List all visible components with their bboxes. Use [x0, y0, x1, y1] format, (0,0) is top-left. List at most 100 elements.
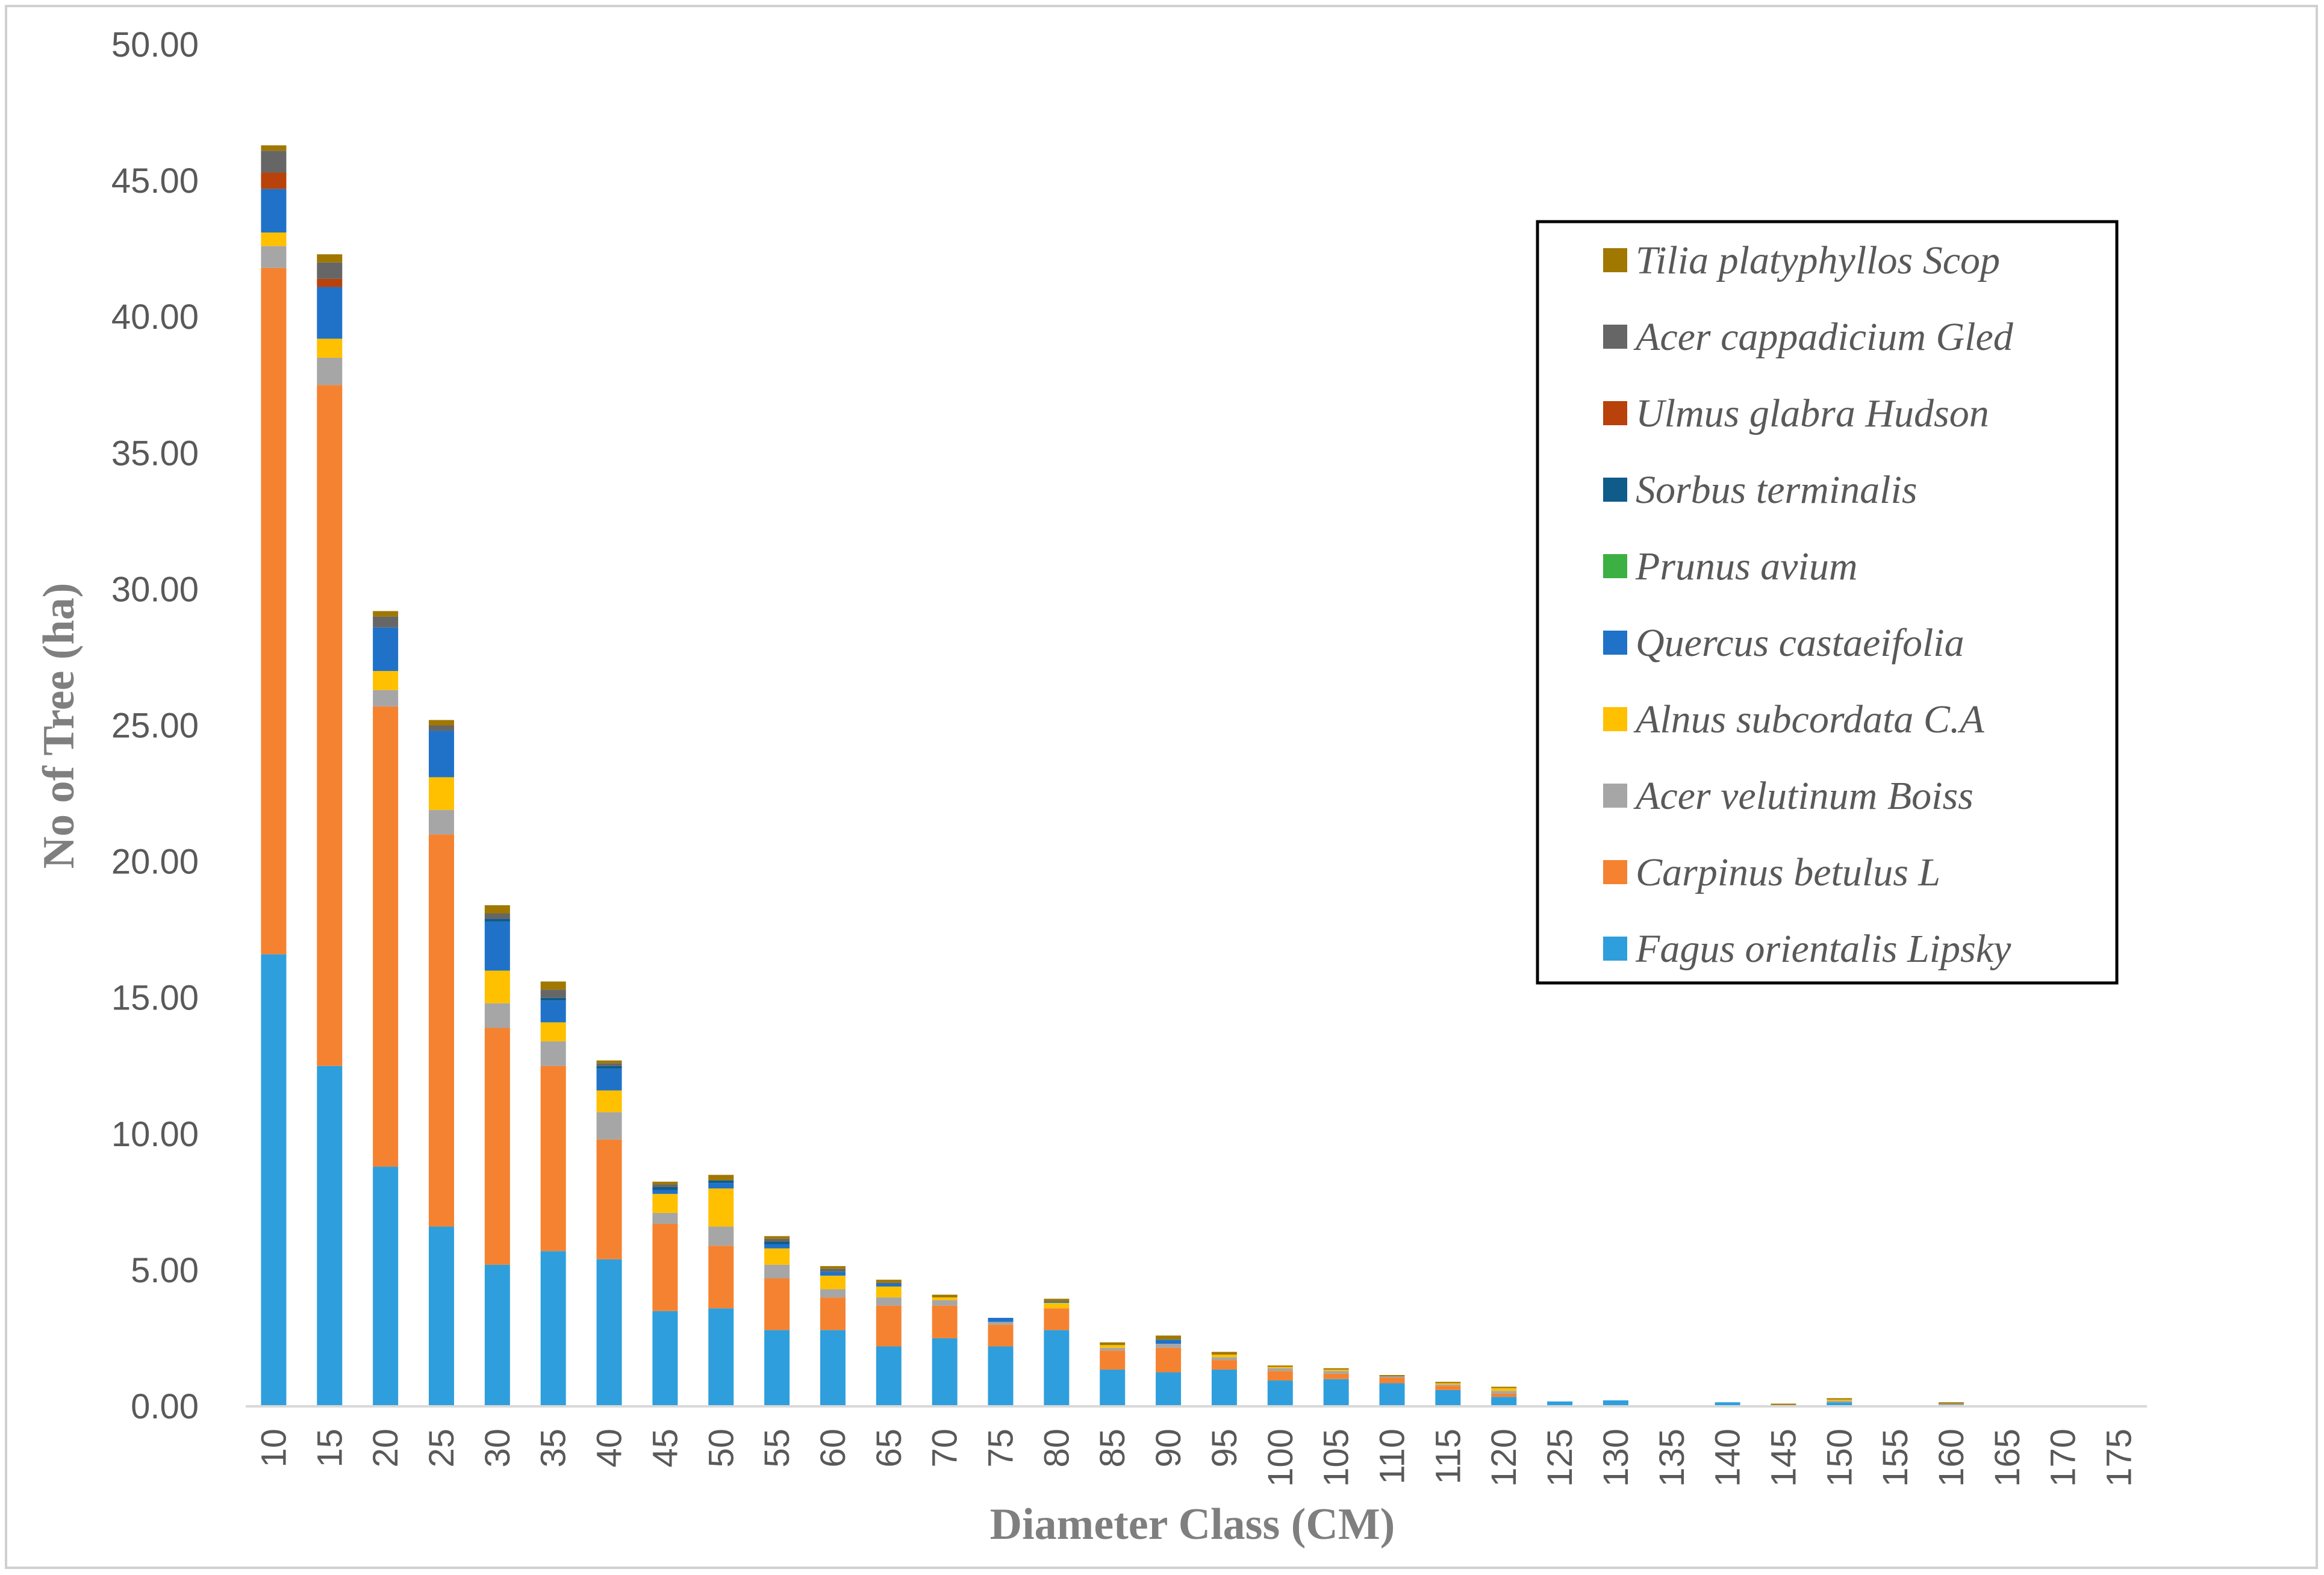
bar-segment: [1827, 1400, 1852, 1403]
x-tick-label: 40: [590, 1429, 629, 1468]
bar-segment: [1323, 1373, 1349, 1379]
bar-segment: [988, 1321, 1014, 1325]
bar-segment: [988, 1346, 1014, 1406]
bar-segment: [764, 1248, 790, 1265]
bar-segment: [428, 834, 454, 1227]
bar-segment: [1827, 1402, 1852, 1406]
bar-segment: [540, 981, 566, 990]
y-tick-label: 25.00: [111, 706, 199, 746]
x-tick-label: 25: [422, 1429, 461, 1468]
bar-segment: [596, 1139, 622, 1259]
bar-segment: [820, 1330, 846, 1406]
bar-segment: [261, 189, 287, 233]
x-tick-label: 175: [2100, 1429, 2139, 1487]
x-tick-label: 125: [1541, 1429, 1580, 1487]
bar-segment: [820, 1268, 846, 1272]
bar-segment: [373, 671, 399, 690]
bar-segment: [932, 1338, 958, 1406]
bar-segment: [1771, 1403, 1796, 1405]
legend-label: Ulmus glabra Hudson: [1636, 391, 1989, 435]
x-tick-label: 15: [310, 1429, 349, 1468]
bar-segment: [261, 246, 287, 268]
bar-segment: [484, 922, 510, 971]
legend-swatch: [1603, 325, 1627, 349]
bars-layer: [261, 145, 1964, 1406]
bar-segment: [1100, 1350, 1126, 1370]
bar-segment: [1267, 1367, 1293, 1368]
bar-segment: [708, 1174, 734, 1180]
bar-segment: [428, 725, 454, 731]
bar-segment: [317, 254, 343, 263]
x-tick-label: 30: [478, 1429, 517, 1468]
bar-segment: [932, 1300, 958, 1306]
bar-segment: [1100, 1342, 1126, 1346]
bar-segment: [820, 1266, 846, 1269]
legend: Tilia platyphyllos Scop Acer cappadicium …: [1536, 220, 2119, 985]
bar-segment: [373, 1167, 399, 1406]
y-tick-layer: 0.00 5.00 10.00 15.00 20.00 25.00 30.00 35.00 40…: [111, 25, 199, 1426]
bar-segment: [876, 1283, 902, 1287]
bar-segment: [1379, 1383, 1405, 1406]
legend-swatch: [1603, 937, 1627, 961]
bar-segment: [652, 1184, 678, 1187]
bar-segment: [1715, 1402, 1740, 1406]
bar-segment: [1323, 1371, 1349, 1374]
bar-segment: [652, 1181, 678, 1185]
bar-segment: [1435, 1389, 1461, 1406]
x-tick-label: 140: [1709, 1429, 1748, 1487]
x-tick-label: 160: [1932, 1429, 1971, 1487]
bar-segment: [1211, 1352, 1237, 1355]
x-tick-label: 80: [1037, 1429, 1076, 1468]
bar-segment: [820, 1289, 846, 1298]
x-tick-label: 105: [1317, 1429, 1356, 1487]
legend-swatch: [1603, 707, 1627, 731]
bar-segment: [484, 913, 510, 919]
bar-segment: [540, 1041, 566, 1066]
x-tick-label: 10: [254, 1429, 293, 1468]
bar-segment: [1267, 1368, 1293, 1371]
x-tick-label: 130: [1597, 1429, 1636, 1487]
legend-label: Acer cappadicium Gled: [1633, 315, 2014, 359]
bar-segment: [876, 1279, 902, 1283]
x-tick-label: 165: [1988, 1429, 2027, 1487]
y-tick-label: 50.00: [111, 25, 199, 64]
bar-segment: [1491, 1388, 1517, 1391]
bar-segment: [1491, 1391, 1517, 1394]
bar-segment: [1491, 1393, 1517, 1397]
bar-segment: [1267, 1380, 1293, 1406]
x-tick-label: 65: [870, 1429, 909, 1468]
bar-segment: [261, 232, 287, 246]
bar-segment: [876, 1282, 902, 1284]
bar-segment: [652, 1212, 678, 1224]
bar-segment: [317, 262, 343, 279]
bar-segment: [261, 267, 287, 955]
bar-segment: [932, 1297, 958, 1300]
bar-segment: [708, 1180, 734, 1184]
legend-label: Tilia platyphyllos Scop: [1636, 239, 2000, 282]
bar-segment: [428, 720, 454, 726]
bar-segment: [1379, 1374, 1405, 1377]
x-tick-label: 145: [1764, 1429, 1803, 1487]
x-tick-label: 150: [1820, 1429, 1859, 1487]
bar-segment: [1156, 1372, 1182, 1406]
y-tick-label: 10.00: [111, 1115, 199, 1154]
bar-segment: [764, 1236, 790, 1239]
bar-segment: [1435, 1386, 1461, 1390]
bar-segment: [1435, 1384, 1461, 1386]
bar-segment: [484, 918, 510, 922]
legend-swatch: [1603, 478, 1627, 502]
x-axis-label: Diameter Class (CM): [990, 1500, 1395, 1549]
y-tick-label: 5.00: [131, 1251, 199, 1290]
legend-box: [1536, 220, 2119, 985]
bar-segment: [1827, 1398, 1852, 1400]
bar-segment: [708, 1226, 734, 1246]
bar-segment: [1267, 1371, 1293, 1381]
bar-segment: [876, 1287, 902, 1298]
bar-segment: [1435, 1383, 1461, 1385]
bar-segment: [1491, 1386, 1517, 1388]
x-tick-label: 70: [926, 1429, 965, 1468]
bar-segment: [484, 1264, 510, 1406]
bar-segment: [708, 1183, 734, 1189]
bar-segment: [428, 1226, 454, 1406]
bar-segment: [764, 1264, 790, 1279]
